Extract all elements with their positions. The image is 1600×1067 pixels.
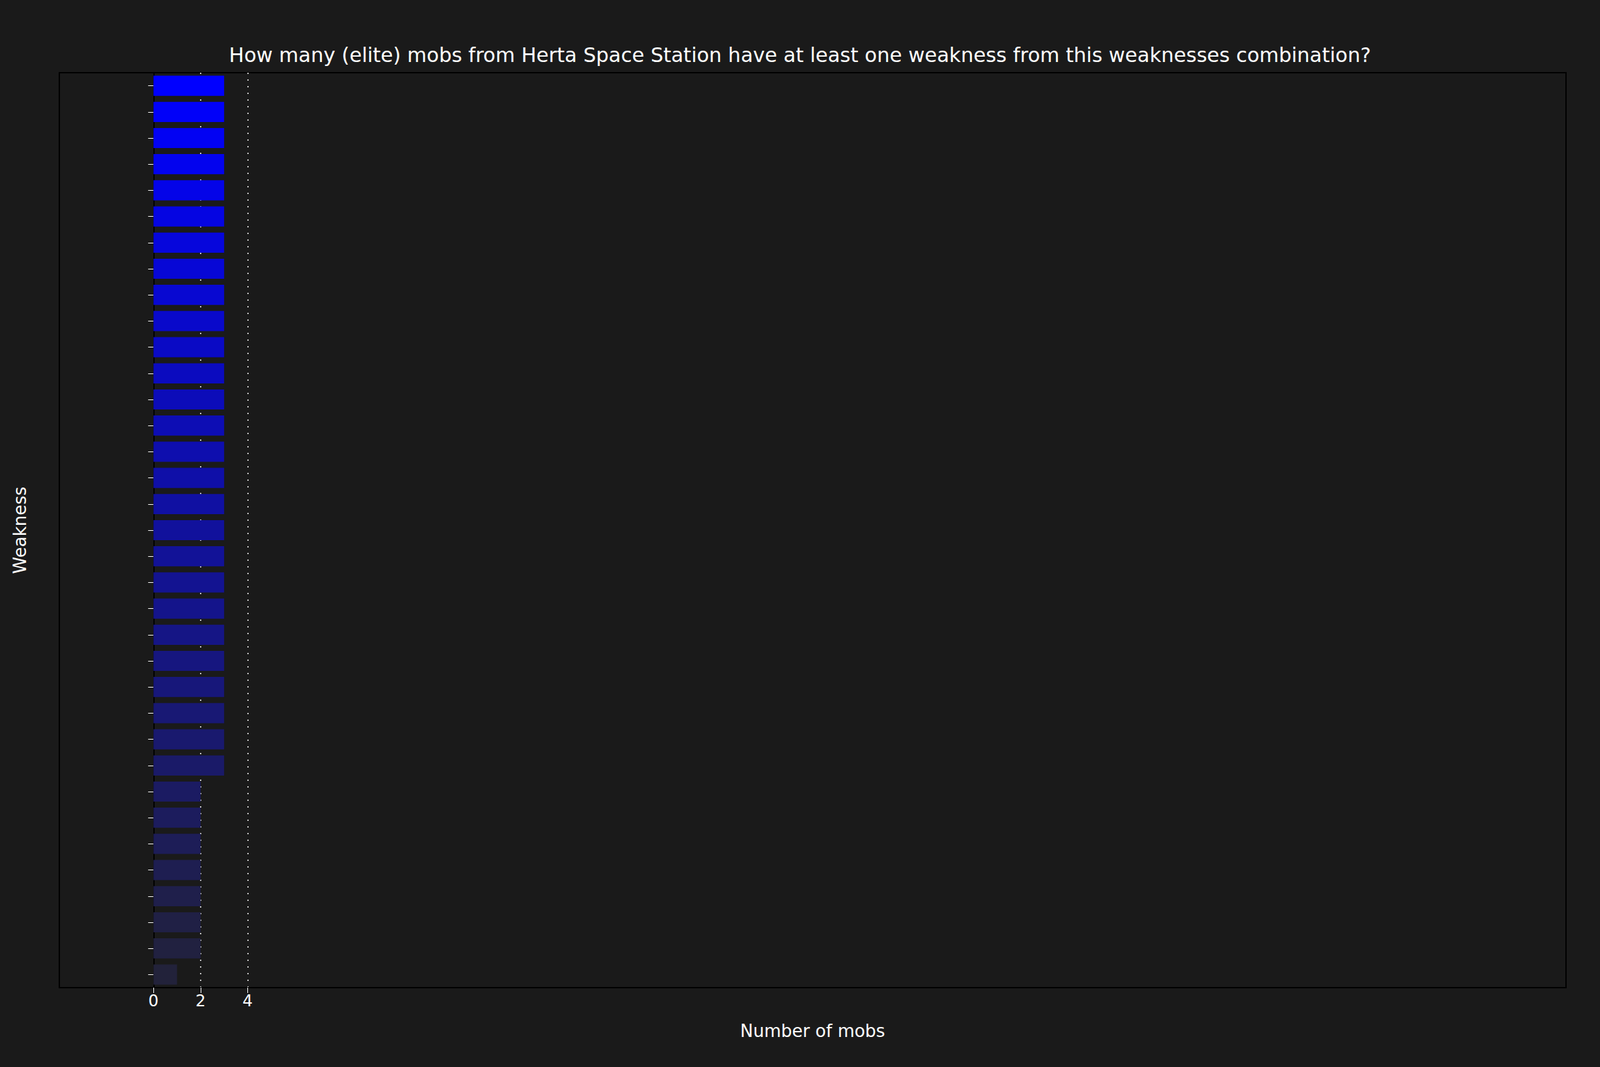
svg-text:4: 4 <box>242 991 253 1010</box>
svg-text:0: 0 <box>148 991 159 1010</box>
svg-text:Weakness: Weakness <box>10 486 30 574</box>
svg-text:2: 2 <box>195 991 206 1010</box>
svg-text:How many (elite) mobs from Her: How many (elite) mobs from Herta Space S… <box>229 43 1372 67</box>
svg-text:Number of mobs: Number of mobs <box>740 1020 885 1041</box>
